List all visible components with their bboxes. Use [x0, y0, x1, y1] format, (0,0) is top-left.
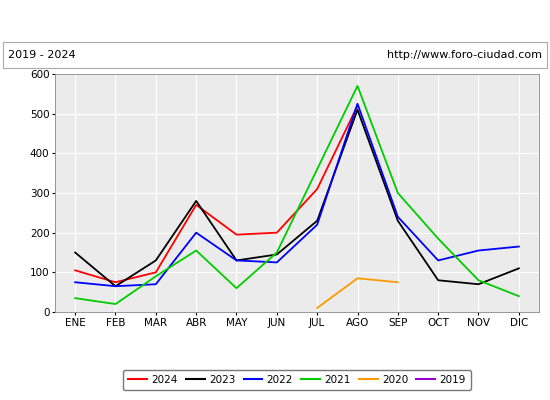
Text: 2019 - 2024: 2019 - 2024 [8, 50, 76, 60]
Text: Evolucion Nº Turistas Nacionales en el municipio de La Sagrada: Evolucion Nº Turistas Nacionales en el m… [63, 14, 487, 28]
Bar [3, 42, 547, 68]
Legend: 2024, 2023, 2022, 2021, 2020, 2019: 2024, 2023, 2022, 2021, 2020, 2019 [123, 370, 471, 390]
Text: http://www.foro-ciudad.com: http://www.foro-ciudad.com [387, 50, 542, 60]
